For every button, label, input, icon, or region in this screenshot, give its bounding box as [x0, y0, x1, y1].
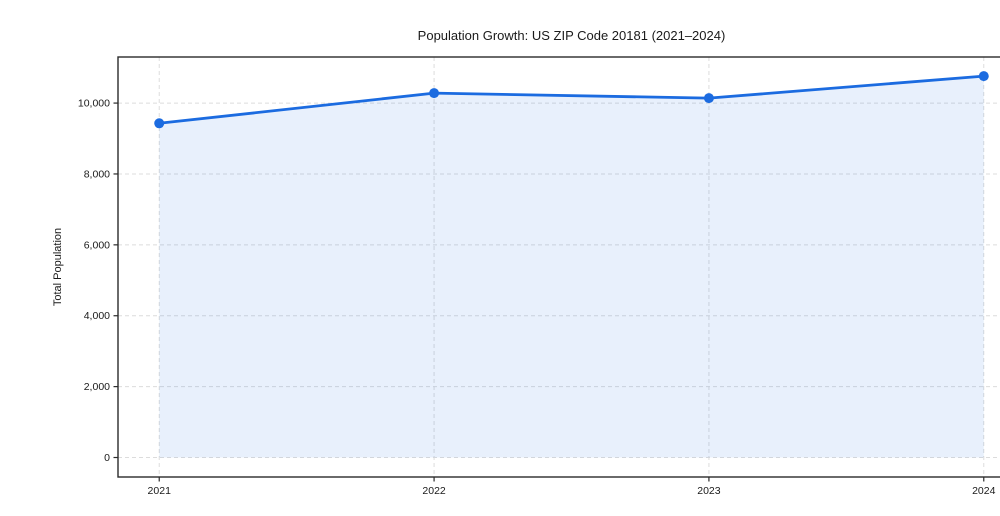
y-tick-label: 2,000 — [84, 381, 110, 393]
plot-border — [117, 56, 1000, 478]
x-tick-label: 2022 — [422, 485, 446, 497]
population-growth-chart: Population Growth: US ZIP Code 20181 (20… — [40, 16, 1000, 516]
y-tick-label: 0 — [104, 452, 110, 464]
x-tick-label: 2024 — [972, 485, 996, 497]
data-point-2023 — [703, 93, 714, 104]
data-line — [157, 74, 986, 125]
y-tick-label: 10,000 — [78, 98, 110, 110]
x-tick-label: 2021 — [148, 485, 172, 497]
data-point-2024 — [978, 71, 989, 82]
data-point-2021 — [154, 118, 165, 129]
y-tick-label: 6,000 — [84, 239, 110, 251]
data-point-2022 — [429, 88, 440, 99]
y-tick-label: 8,000 — [84, 168, 110, 180]
chart-title: Population Growth: US ZIP Code 20181 (20… — [417, 28, 726, 43]
plot-area: 0 2,000 4,000 6,000 8,000 10,000 2021 2022 2023 2… — [78, 56, 1000, 497]
y-tick-label: 4,000 — [84, 310, 110, 322]
x-tick-label: 2023 — [697, 485, 721, 497]
area-fill — [159, 76, 984, 458]
